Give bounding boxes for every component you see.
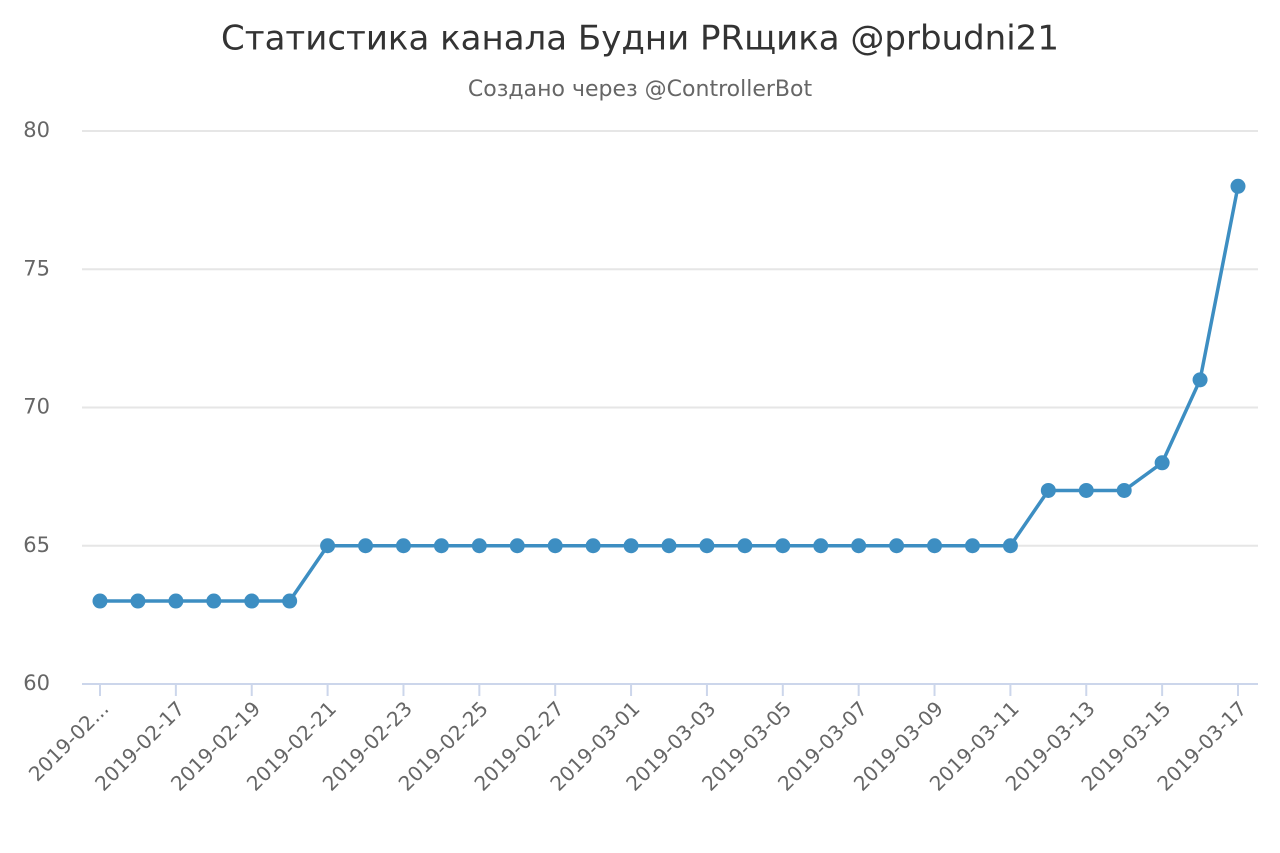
chart-subtitle: Создано через @ControllerBot <box>468 77 813 102</box>
point <box>661 538 677 554</box>
point <box>813 538 829 554</box>
point <box>737 538 753 554</box>
point <box>889 538 905 554</box>
y-tick-label: 80 <box>23 118 50 142</box>
point <box>168 593 184 609</box>
point <box>1154 455 1170 471</box>
point <box>1230 178 1246 194</box>
point <box>244 593 260 609</box>
y-tick-label: 70 <box>23 395 50 419</box>
point <box>1078 482 1094 498</box>
point <box>964 538 980 554</box>
chart-title: Статистика канала Будни PRщика @prbudni2… <box>221 19 1059 59</box>
point <box>927 538 943 554</box>
point <box>1192 372 1208 388</box>
point <box>433 538 449 554</box>
point <box>206 593 222 609</box>
point <box>471 538 487 554</box>
y-tick-label: 65 <box>23 533 50 557</box>
y-tick-label: 60 <box>23 671 50 695</box>
point <box>320 538 336 554</box>
point <box>1002 538 1018 554</box>
point <box>509 538 525 554</box>
point <box>92 593 108 609</box>
point <box>282 593 298 609</box>
point <box>1040 482 1056 498</box>
point <box>358 538 374 554</box>
point <box>395 538 411 554</box>
point <box>1116 482 1132 498</box>
point <box>699 538 715 554</box>
point <box>585 538 601 554</box>
point <box>623 538 639 554</box>
y-tick-label: 75 <box>23 256 50 280</box>
point <box>851 538 867 554</box>
point <box>775 538 791 554</box>
point <box>130 593 146 609</box>
point <box>547 538 563 554</box>
